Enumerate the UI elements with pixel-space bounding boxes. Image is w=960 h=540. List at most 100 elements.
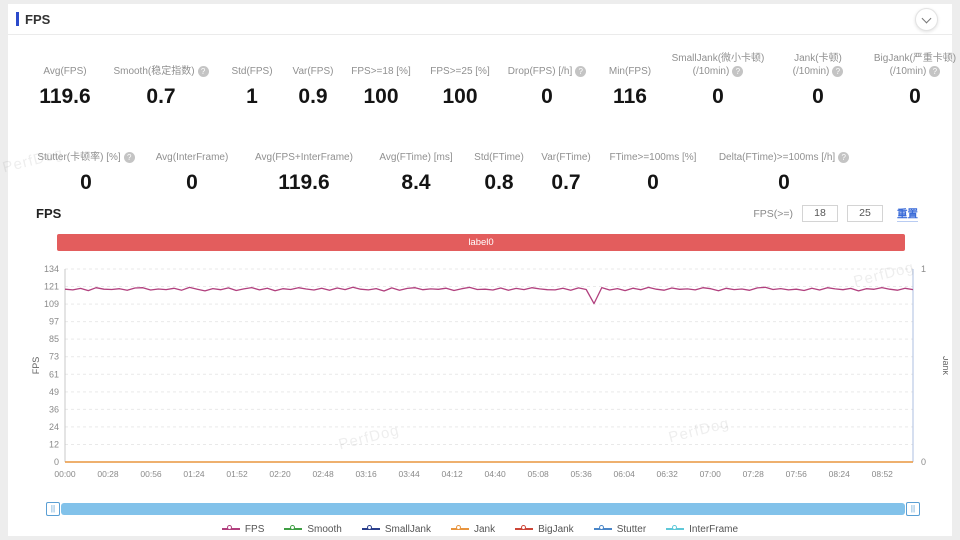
svg-text:1: 1 [921,264,926,274]
stat-std-fps: Std(FPS) 1 [231,66,273,108]
help-icon[interactable]: ? [832,65,844,77]
legend-item-stutter[interactable]: Stutter [593,523,647,535]
legend-marker-icon [361,525,380,534]
svg-text:01:24: 01:24 [183,469,205,479]
svg-text:121: 121 [44,282,59,292]
help-icon[interactable]: ? [197,65,209,77]
title-accent-bar [16,12,19,26]
legend-item-fps[interactable]: FPS [221,523,265,535]
legend-marker-icon [284,525,303,534]
threshold-input-1[interactable]: 18 [802,205,838,222]
stat-smalljank: SmallJank(微小卡顿) (/10min)? 0 [671,53,765,108]
series-label: label0 [468,237,494,248]
svg-text:0: 0 [54,457,59,467]
svg-text:00:56: 00:56 [140,469,162,479]
svg-text:04:40: 04:40 [485,469,507,479]
legend-label: BigJank [538,523,574,535]
svg-text:07:00: 07:00 [700,469,722,479]
stat-stutter: Stutter(卡顿率) [%]? 0 [28,130,144,202]
svg-text:85: 85 [49,334,59,344]
fps-chart[interactable]: 134 121 109 97 85 73 61 49 36 24 12 0 1 0 00:00 00:28 00… [28,259,948,491]
svg-text:00:28: 00:28 [97,469,119,479]
reset-button[interactable]: 重置 [897,207,918,222]
stat-smooth: Smooth(稳定指数)? 0.7 [102,44,220,116]
threshold-input-2[interactable]: 25 [847,205,883,222]
svg-text:05:36: 05:36 [571,469,593,479]
legend-item-smalljank[interactable]: SmallJank [361,523,431,535]
chart-section-header: FPS FPS(>=) 18 25 重置 [36,205,932,227]
stat-avg-fps-interframe: Avg(FPS+InterFrame) 119.6 [255,152,353,194]
svg-text:03:44: 03:44 [398,469,420,479]
stat-var-fps: Var(FPS) 0.9 [292,66,334,108]
svg-text:Jank: Jank [941,356,948,376]
slider-track[interactable] [61,503,905,515]
stat-jank: Jank(卡顿) (/10min)? 0 [792,53,844,108]
stat-fps-ge-18: FPS>=18 [%] 100 [351,66,411,108]
stats-row-2: Stutter(卡顿率) [%]? 0 Avg(InterFrame) 0 Av… [28,130,860,202]
svg-text:FPS: FPS [31,357,41,375]
svg-text:07:28: 07:28 [743,469,765,479]
svg-text:08:52: 08:52 [872,469,894,479]
svg-text:05:08: 05:08 [528,469,550,479]
help-icon[interactable]: ? [929,65,941,77]
svg-text:49: 49 [49,387,59,397]
stat-bigjank: BigJank(严重卡顿) (/10min)? 0 [873,53,957,108]
legend-marker-icon [221,525,240,534]
svg-text:08:24: 08:24 [829,469,851,479]
stat-ftime-ge-100ms: FTime>=100ms [%] 0 [609,152,697,194]
fps-chart-container: 134 121 109 97 85 73 61 49 36 24 12 0 1 0 00:00 00:28 00… [28,259,948,491]
stat-avg-ftime: Avg(FTime) [ms] 8.4 [379,152,453,194]
legend-item-smooth[interactable]: Smooth [284,523,342,535]
svg-text:73: 73 [49,352,59,362]
series-label-bar: label0 [57,234,905,251]
svg-text:97: 97 [49,317,59,327]
svg-text:24: 24 [49,422,59,432]
svg-text:06:32: 06:32 [657,469,679,479]
help-icon[interactable]: ? [838,151,850,163]
svg-text:109: 109 [44,299,59,309]
legend-label: SmallJank [384,523,431,535]
slider-handle-left[interactable]: || [46,502,60,516]
svg-text:04:12: 04:12 [441,469,463,479]
stat-var-ftime: Var(FTime) 0.7 [541,152,591,194]
legend-label: FPS [244,523,265,535]
svg-text:02:20: 02:20 [269,469,291,479]
svg-text:00:00: 00:00 [54,469,76,479]
legend-label: InterFrame [689,523,739,535]
legend-marker-icon [450,525,469,534]
svg-text:07:56: 07:56 [786,469,808,479]
legend-label: Smooth [307,523,342,535]
svg-text:36: 36 [49,404,59,414]
legend-marker-icon [593,525,612,534]
legend-label: Stutter [616,523,647,535]
help-icon[interactable]: ? [575,65,587,77]
svg-text:134: 134 [44,264,59,274]
legend-item-bigjank[interactable]: BigJank [515,524,574,535]
svg-text:01:52: 01:52 [226,469,248,479]
chevron-down-icon [921,13,932,23]
help-icon[interactable]: ? [123,151,135,163]
legend-marker-icon [666,525,685,534]
svg-text:61: 61 [49,369,59,379]
fps-threshold-controls: FPS(>=) 18 25 重置 [753,205,918,222]
chart-section-title: FPS [36,206,62,221]
chart-range-slider[interactable]: || || [46,502,920,517]
fps-panel: FPS Avg(FPS) 119.6 Smooth(稳定指数)? 0.7 Std… [1,4,956,539]
threshold-label: FPS(>=) [753,207,793,220]
svg-text:03:16: 03:16 [355,469,377,479]
svg-text:06:04: 06:04 [614,469,636,479]
legend-item-jank[interactable]: Jank [450,523,496,535]
chart-legend: FPS Smooth SmallJank Jank BigJank Stutter Inte… [8,519,952,539]
stat-fps-ge-25: FPS>=25 [%] 100 [430,66,490,108]
stats-row-1: Avg(FPS) 119.6 Smooth(稳定指数)? 0.7 Std(FPS… [28,44,960,116]
collapse-button[interactable] [915,8,938,31]
stat-min-fps: Min(FPS) 116 [608,66,652,108]
help-icon[interactable]: ? [732,65,744,77]
slider-handle-right[interactable]: || [906,502,920,516]
legend-marker-icon [515,525,534,534]
legend-label: Jank [473,523,496,535]
panel-header: FPS [8,4,952,35]
stat-avg-fps: Avg(FPS) 119.6 [39,66,91,108]
legend-item-interframe[interactable]: InterFrame [666,524,738,535]
stat-std-ftime: Std(FTime) 0.8 [474,152,524,194]
